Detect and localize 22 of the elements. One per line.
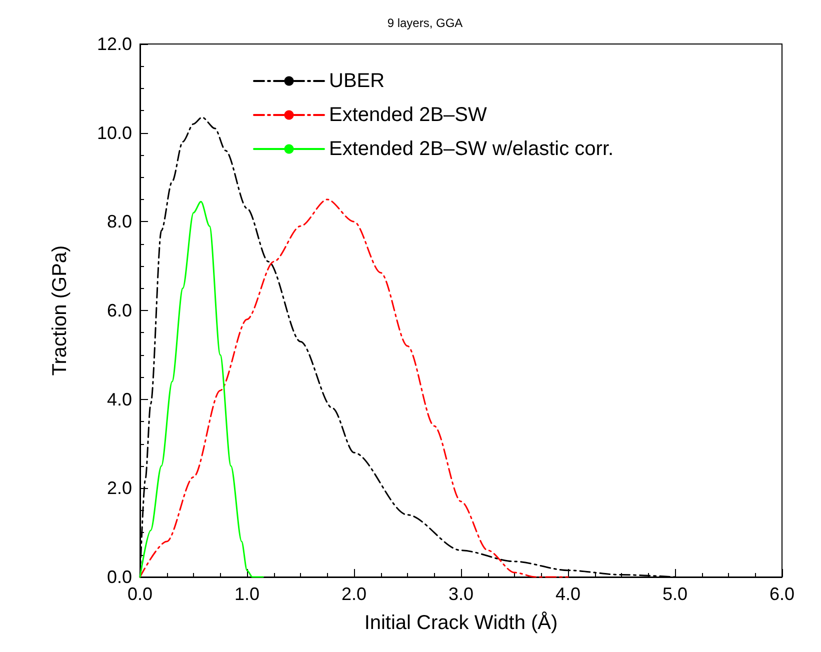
y-axis-title: Traction (GPa)	[49, 245, 71, 376]
x-tick-label: 6.0	[769, 584, 795, 604]
y-tick-label: 12.0	[96, 34, 132, 54]
line-series	[139, 198, 569, 578]
x-tick-label: 3.0	[448, 584, 474, 604]
y-tick-label: 0.0	[106, 567, 132, 587]
legend-label: Extended 2B–SW w/elastic corr.	[329, 138, 614, 160]
x-axis-title: Initial Crack Width (Å)	[364, 611, 558, 634]
y-tick-label: 4.0	[106, 389, 132, 410]
y-tick-label: 8.0	[106, 212, 132, 232]
y-tick-label: 6.0	[106, 300, 132, 320]
x-tick-label: 5.0	[662, 584, 688, 604]
x-tick-label: 1.0	[234, 584, 260, 604]
legend-label: Extended 2B–SW	[329, 104, 487, 126]
line-series	[139, 200, 264, 578]
x-tick-label: 4.0	[555, 584, 581, 604]
chart-title: 9 layers, GGA	[387, 16, 463, 30]
y-tick-label: 2.0	[106, 478, 132, 498]
x-tick-label: 0.0	[127, 584, 153, 604]
legend-label: UBER	[329, 70, 385, 92]
y-tick-label: 10.0	[96, 122, 132, 143]
x-tick-label: 2.0	[341, 584, 367, 604]
